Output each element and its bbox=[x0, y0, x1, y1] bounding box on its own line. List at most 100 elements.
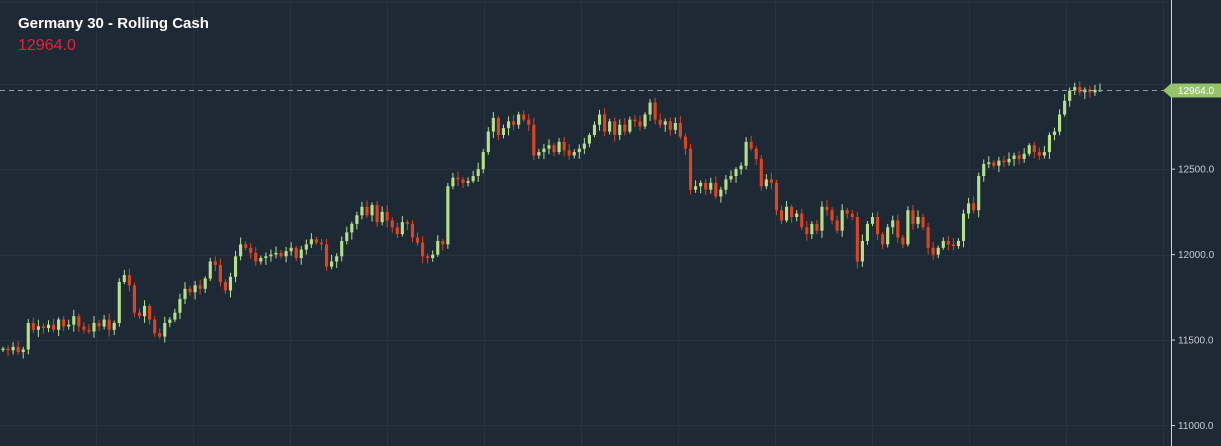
candle bbox=[142, 300, 147, 323]
candle bbox=[148, 303, 152, 325]
candle-body bbox=[527, 119, 531, 125]
candle-body bbox=[592, 124, 597, 135]
candle bbox=[951, 238, 955, 251]
candle-body bbox=[385, 211, 389, 221]
candle-body bbox=[330, 261, 334, 267]
candle bbox=[779, 205, 784, 225]
candle bbox=[886, 223, 890, 248]
candle bbox=[805, 220, 809, 241]
candle-body bbox=[956, 240, 961, 247]
candle-body bbox=[92, 322, 96, 332]
candle bbox=[345, 226, 349, 245]
candle-body bbox=[208, 261, 212, 279]
candle-body bbox=[754, 148, 758, 159]
candle bbox=[77, 313, 81, 332]
candle-body bbox=[906, 210, 910, 245]
candle bbox=[264, 252, 268, 265]
candle-body bbox=[345, 232, 349, 241]
candle bbox=[6, 345, 10, 357]
candle bbox=[309, 233, 313, 248]
candle-body bbox=[537, 152, 541, 156]
candle bbox=[82, 322, 86, 334]
candle bbox=[1002, 155, 1006, 168]
candle-body bbox=[597, 114, 602, 125]
candle-body bbox=[875, 217, 880, 235]
candle bbox=[865, 220, 870, 245]
candle-body bbox=[41, 326, 46, 329]
candle bbox=[906, 206, 910, 247]
candle-body bbox=[764, 179, 768, 187]
candle bbox=[188, 285, 192, 296]
candle-body bbox=[921, 217, 925, 228]
candle-body bbox=[102, 319, 106, 327]
candle bbox=[734, 167, 738, 183]
candle-body bbox=[1052, 131, 1057, 135]
candle bbox=[228, 272, 233, 298]
candle-body bbox=[107, 319, 111, 330]
candle-body bbox=[178, 299, 182, 313]
candle-body bbox=[972, 203, 976, 211]
candle-body bbox=[506, 121, 511, 129]
candle bbox=[299, 246, 303, 265]
candle bbox=[330, 254, 334, 270]
candle-body bbox=[512, 121, 516, 125]
candle bbox=[36, 319, 40, 337]
candle bbox=[532, 117, 536, 161]
candle-body bbox=[840, 210, 844, 231]
candle-body bbox=[870, 217, 875, 224]
candle-body bbox=[739, 165, 743, 170]
candle-body bbox=[618, 124, 622, 135]
candle bbox=[855, 211, 859, 269]
last-price: 12964.0 bbox=[18, 37, 76, 54]
candle-body bbox=[289, 247, 293, 252]
candle bbox=[395, 222, 399, 239]
candle-body bbox=[785, 206, 789, 221]
candle bbox=[1027, 143, 1031, 157]
candle bbox=[405, 219, 409, 231]
candle-body bbox=[198, 285, 202, 289]
candle-body bbox=[1093, 89, 1097, 93]
candle bbox=[107, 313, 111, 337]
candle bbox=[360, 201, 364, 220]
candle bbox=[269, 249, 273, 262]
candle-body bbox=[1007, 158, 1011, 163]
candle bbox=[800, 208, 804, 231]
candle-body bbox=[1047, 134, 1052, 153]
candle bbox=[127, 268, 131, 292]
candle-body bbox=[481, 152, 485, 170]
candle-body bbox=[309, 239, 313, 245]
candle-body bbox=[380, 211, 384, 223]
candle-body bbox=[491, 117, 495, 132]
candle-body bbox=[461, 179, 465, 183]
candle-body bbox=[577, 148, 581, 153]
current-price-tag: 12964.0 bbox=[1163, 83, 1221, 98]
candle-body bbox=[1037, 152, 1041, 156]
candle bbox=[977, 172, 981, 218]
candle-body bbox=[517, 114, 521, 125]
candle-body bbox=[431, 254, 435, 259]
candle-body bbox=[830, 210, 834, 221]
candle bbox=[704, 179, 708, 196]
candle-body bbox=[239, 244, 243, 257]
candle-body bbox=[400, 222, 404, 235]
candle-body bbox=[168, 319, 172, 323]
candle bbox=[1073, 82, 1077, 96]
candle-body bbox=[127, 275, 131, 286]
candle bbox=[764, 174, 768, 190]
candle bbox=[790, 204, 794, 223]
y-tick-label: 11500.0 bbox=[1178, 336, 1214, 347]
candle-body bbox=[911, 210, 915, 224]
candle bbox=[1037, 147, 1041, 161]
candle bbox=[319, 238, 324, 251]
candle bbox=[992, 159, 996, 169]
candle-body bbox=[233, 256, 238, 277]
candle-body bbox=[779, 210, 784, 221]
candle-body bbox=[865, 223, 870, 241]
candle bbox=[537, 148, 541, 159]
candle bbox=[522, 110, 526, 123]
candle bbox=[870, 212, 875, 227]
candle bbox=[451, 172, 455, 190]
candle bbox=[1057, 109, 1062, 136]
candle-body bbox=[1002, 160, 1006, 163]
